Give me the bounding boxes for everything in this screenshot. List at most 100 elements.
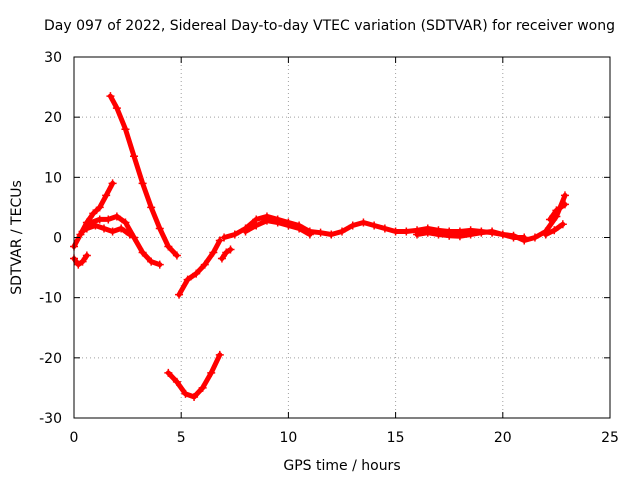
data-point <box>200 260 209 269</box>
data-point <box>295 224 304 233</box>
data-point <box>207 368 216 377</box>
data-point <box>220 233 229 242</box>
series-arc-11 <box>413 227 529 242</box>
data-point <box>112 212 121 221</box>
data-point <box>125 230 134 239</box>
data-point <box>273 218 282 227</box>
series-arc-2 <box>70 251 91 269</box>
data-point <box>423 228 432 237</box>
data-point <box>520 233 529 242</box>
data-point <box>445 231 454 240</box>
series-line <box>84 223 133 237</box>
y-tick-label: -20 <box>39 351 62 367</box>
data-point <box>155 260 164 269</box>
data-point <box>82 251 91 260</box>
data-point <box>112 104 121 113</box>
data-point <box>226 245 235 254</box>
data-point <box>190 392 199 401</box>
series-arc-5 <box>106 92 181 260</box>
data-point <box>402 227 411 236</box>
data-point <box>78 227 87 236</box>
data-point <box>164 242 173 251</box>
series-arc-6 <box>164 350 224 401</box>
series-arc-13 <box>545 200 569 224</box>
data-point <box>509 233 518 242</box>
data-point <box>121 218 130 227</box>
data-point <box>121 125 130 134</box>
data-point <box>550 226 559 235</box>
data-point <box>215 350 224 359</box>
data-point <box>89 209 98 218</box>
series-arc-1 <box>70 179 117 251</box>
series-line <box>107 93 180 258</box>
data-point <box>198 383 207 392</box>
data-point <box>104 215 113 224</box>
data-point <box>175 290 184 299</box>
data-point <box>181 389 190 398</box>
x-axis-label: GPS time / hours <box>283 458 400 474</box>
chart-title: Day 097 of 2022, Sidereal Day-to-day VTE… <box>44 18 615 34</box>
data-point <box>183 275 192 284</box>
x-tick-label: 15 <box>387 430 405 446</box>
series-arc-3 <box>78 212 164 269</box>
data-point <box>284 221 293 230</box>
data-point <box>434 230 443 239</box>
data-point <box>100 224 109 233</box>
data-point <box>560 200 569 209</box>
data-point <box>155 224 164 233</box>
series-arc-8 <box>217 245 235 263</box>
data-point <box>138 179 147 188</box>
data-series <box>70 92 569 401</box>
data-point <box>172 377 181 386</box>
data-point <box>530 233 539 242</box>
data-point <box>391 227 400 236</box>
x-tick-label: 5 <box>177 430 186 446</box>
data-point <box>91 221 100 230</box>
data-point <box>488 227 497 236</box>
data-point <box>380 224 389 233</box>
data-point <box>262 216 271 225</box>
series-line <box>176 238 223 298</box>
data-point <box>106 92 115 101</box>
data-point <box>413 230 422 239</box>
data-point <box>108 179 117 188</box>
data-point <box>74 260 83 269</box>
x-tick-label: 0 <box>70 430 79 446</box>
series-arc-10 <box>241 216 314 239</box>
data-point <box>102 191 111 200</box>
series-arc-7 <box>175 236 224 299</box>
data-point <box>466 230 475 239</box>
data-point <box>552 206 561 215</box>
y-tick-label: -10 <box>39 291 62 307</box>
y-tick-label: 20 <box>44 110 62 126</box>
data-point <box>327 230 336 239</box>
data-point <box>370 221 379 230</box>
data-point <box>95 215 104 224</box>
series-arc-4 <box>82 221 134 239</box>
data-point <box>230 230 239 239</box>
x-tick-label: 10 <box>279 430 297 446</box>
data-point <box>217 254 226 263</box>
data-point <box>117 224 126 233</box>
series-line <box>71 253 90 268</box>
x-tick-label: 25 <box>601 430 619 446</box>
data-point <box>147 203 156 212</box>
data-point <box>78 257 87 266</box>
data-point <box>222 248 231 257</box>
y-tick-label: 30 <box>44 50 62 66</box>
data-point <box>541 230 550 239</box>
y-axis-label: SDTVAR / TECUs <box>9 180 25 295</box>
data-point <box>316 228 325 237</box>
data-point <box>130 233 139 242</box>
data-point <box>348 221 357 230</box>
data-point <box>252 221 261 230</box>
data-point <box>108 227 117 236</box>
y-tick-label: 0 <box>53 231 62 247</box>
data-point <box>164 368 173 377</box>
data-point <box>172 251 181 260</box>
data-point <box>560 191 569 200</box>
series-line <box>165 352 223 400</box>
data-point <box>477 228 486 237</box>
data-point <box>338 227 346 236</box>
data-point <box>192 269 201 278</box>
